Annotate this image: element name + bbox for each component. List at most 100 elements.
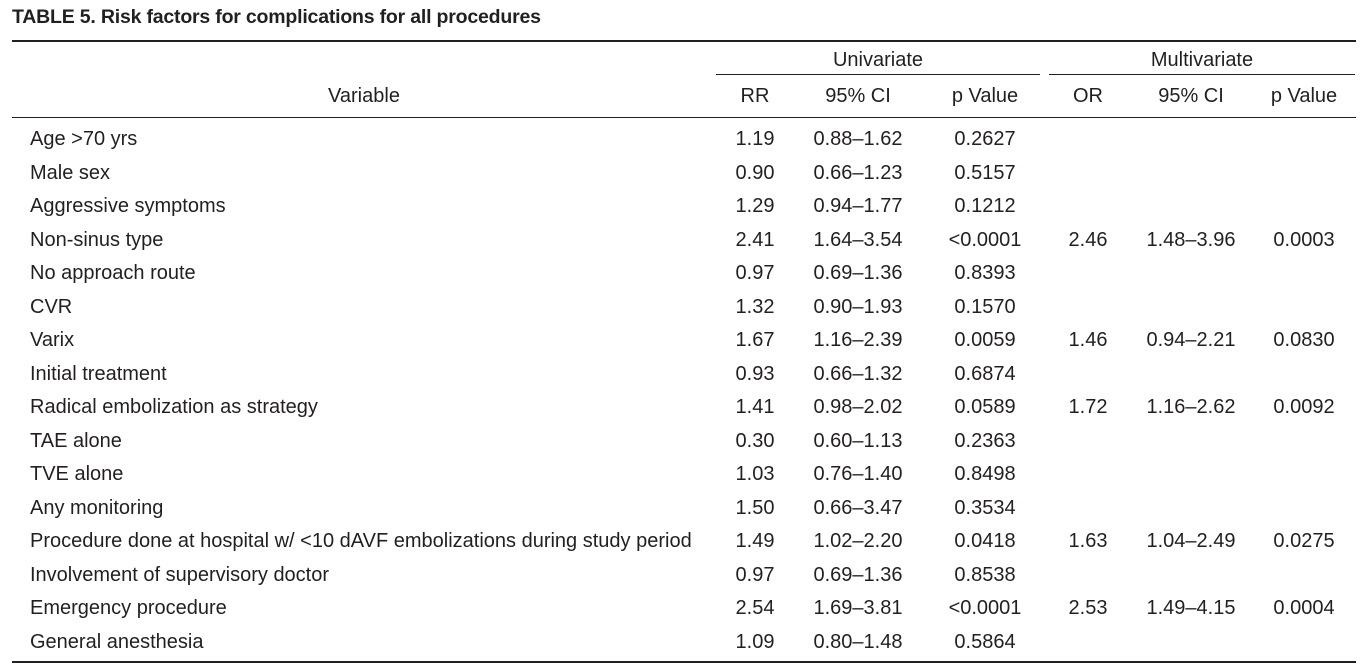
table-row: TAE alone 0.30 0.60–1.13 0.2363 (0, 425, 1366, 459)
cell-variable: Emergency procedure (30, 597, 227, 619)
cell-variable: Age >70 yrs (30, 128, 138, 150)
header-rule (12, 117, 1356, 118)
cell-ci-multivariate (1128, 425, 1254, 459)
cell-ci-univariate: 0.76–1.40 (813, 463, 903, 485)
table-row: Any monitoring 1.50 0.66–3.47 0.3534 (0, 492, 1366, 526)
cell-rr: 0.97 (735, 563, 775, 586)
cell-ci-univariate: 0.69–1.36 (813, 262, 903, 284)
bottom-rule (12, 661, 1356, 663)
cell-or (1052, 291, 1124, 325)
cell-variable: Male sex (30, 161, 111, 184)
cell-variable: Aggressive symptoms (30, 195, 226, 217)
cell-p-multivariate: 0.0003 (1273, 228, 1335, 251)
cell-p-univariate: 0.8393 (954, 262, 1016, 284)
cell-rr: 1.41 (735, 396, 775, 418)
cell-ci-multivariate: 1.48–3.96 (1146, 228, 1236, 251)
cell-ci-multivariate (1128, 458, 1254, 492)
cell-p-univariate: 0.2627 (954, 128, 1016, 150)
table-row: Involvement of supervisory doctor 0.97 0.6… (0, 559, 1366, 593)
cell-p-multivariate (1254, 425, 1354, 459)
cell-p-multivariate (1254, 358, 1354, 392)
table-title: TABLE 5. Risk factors for complications … (12, 6, 541, 28)
cell-rr: 0.97 (735, 262, 775, 284)
multivariate-group-rule (1049, 74, 1355, 75)
cell-or: 1.63 (1068, 530, 1108, 552)
cell-rr: 1.19 (735, 128, 775, 150)
cell-variable: Procedure done at hospital w/ <10 dAVF e… (30, 530, 692, 552)
cell-p-multivariate (1254, 559, 1354, 593)
cell-ci-multivariate: 1.04–2.49 (1146, 530, 1236, 552)
cell-or (1052, 190, 1124, 224)
column-header-ci-univariate: 95% CI (825, 85, 891, 107)
cell-ci-multivariate: 0.94–2.21 (1146, 329, 1236, 351)
cell-variable: TVE alone (30, 463, 124, 485)
cell-or: 1.72 (1068, 396, 1108, 418)
cell-rr: 0.93 (735, 362, 775, 385)
cell-or (1052, 425, 1124, 459)
cell-ci-univariate: 0.66–1.32 (813, 362, 903, 385)
column-header-ci-multivariate: 95% CI (1158, 85, 1224, 107)
cell-p-univariate: 0.6874 (954, 362, 1016, 385)
cell-or (1052, 458, 1124, 492)
table-row: Non-sinus type 2.41 1.64–3.54 <0.0001 2.46 1.… (0, 224, 1366, 258)
cell-p-multivariate: 0.0092 (1273, 396, 1335, 418)
table-row: Varix 1.67 1.16–2.39 0.0059 1.46 0.94–2.21 0.0… (0, 324, 1366, 358)
cell-rr: 1.09 (735, 630, 775, 653)
cell-p-univariate: 0.5157 (954, 161, 1016, 184)
cell-p-multivariate (1254, 492, 1354, 526)
cell-or: 2.53 (1068, 597, 1108, 619)
column-header-variable: Variable (328, 85, 400, 107)
column-header-rr: RR (740, 85, 770, 107)
cell-rr: 2.41 (735, 228, 775, 251)
cell-variable: TAE alone (30, 429, 122, 452)
cell-or: 2.46 (1068, 228, 1108, 251)
cell-p-univariate: 0.1212 (954, 195, 1016, 217)
cell-p-multivariate (1254, 626, 1354, 660)
table-row: No approach route 0.97 0.69–1.36 0.8393 (0, 257, 1366, 291)
cell-ci-multivariate (1128, 291, 1254, 325)
cell-or (1052, 626, 1124, 660)
cell-variable: No approach route (30, 262, 196, 284)
cell-ci-multivariate: 1.16–2.62 (1146, 396, 1236, 418)
cell-rr: 1.50 (735, 496, 775, 519)
table-row: Radical embolization as strategy 1.41 0.98… (0, 391, 1366, 425)
cell-or (1052, 123, 1124, 157)
cell-ci-univariate: 0.94–1.77 (813, 195, 903, 217)
cell-ci-multivariate (1128, 257, 1254, 291)
cell-variable: Any monitoring (30, 496, 164, 519)
cell-p-univariate: 0.5864 (954, 630, 1016, 653)
cell-variable: Non-sinus type (30, 228, 164, 251)
multivariate-group-header: Multivariate (1150, 49, 1254, 71)
cell-or (1052, 157, 1124, 191)
cell-ci-multivariate (1128, 492, 1254, 526)
cell-ci-univariate: 0.88–1.62 (813, 128, 903, 150)
cell-p-univariate: 0.8538 (954, 563, 1016, 586)
cell-variable: Varix (30, 329, 75, 351)
cell-ci-univariate: 0.98–2.02 (813, 396, 903, 418)
cell-ci-multivariate (1128, 157, 1254, 191)
cell-variable: Involvement of supervisory doctor (30, 563, 330, 586)
cell-p-multivariate (1254, 257, 1354, 291)
cell-p-univariate: 0.2363 (954, 429, 1016, 452)
cell-ci-multivariate: 1.49–4.15 (1146, 597, 1236, 619)
table-row: Initial treatment 0.93 0.66–1.32 0.6874 (0, 358, 1366, 392)
table-row: Age >70 yrs 1.19 0.88–1.62 0.2627 (0, 123, 1366, 157)
cell-p-multivariate: 0.0004 (1273, 597, 1335, 619)
cell-rr: 1.32 (735, 295, 775, 318)
cell-p-multivariate (1254, 157, 1354, 191)
table-row: TVE alone 1.03 0.76–1.40 0.8498 (0, 458, 1366, 492)
cell-p-univariate: 0.0589 (954, 396, 1016, 418)
cell-or (1052, 257, 1124, 291)
cell-ci-multivariate (1128, 123, 1254, 157)
cell-p-univariate: 0.3534 (954, 496, 1016, 519)
table-row: Aggressive symptoms 1.29 0.94–1.77 0.1212 (0, 190, 1366, 224)
cell-p-multivariate (1254, 190, 1354, 224)
cell-variable: Initial treatment (30, 362, 167, 385)
cell-p-univariate: 0.1570 (954, 295, 1016, 318)
cell-variable: General anesthesia (30, 630, 204, 653)
cell-p-univariate: <0.0001 (948, 228, 1022, 251)
table-row: Emergency procedure 2.54 1.69–3.81 <0.0001 2… (0, 592, 1366, 626)
cell-ci-univariate: 0.90–1.93 (813, 295, 903, 318)
cell-p-univariate: 0.0418 (954, 530, 1016, 552)
table-row: Male sex 0.90 0.66–1.23 0.5157 (0, 157, 1366, 191)
